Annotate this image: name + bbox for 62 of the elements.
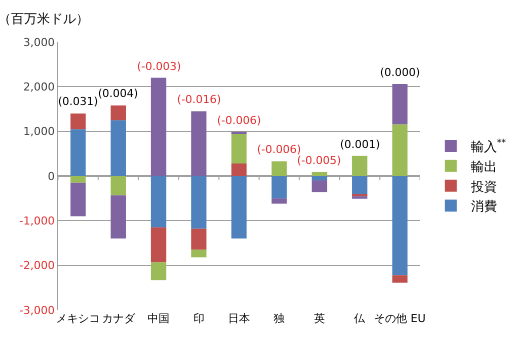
bar (70, 182, 86, 216)
bar (70, 113, 86, 130)
x-tick-label: 独 (274, 312, 285, 325)
legend-label: 輸出 (470, 160, 497, 175)
x-tick-label: 仏 (353, 312, 366, 325)
bar (312, 180, 328, 192)
y-tick-label: 3,000 (23, 36, 55, 49)
annotation: (-0.016) (177, 93, 222, 106)
bar (392, 84, 408, 124)
y-tick-label: 1,000 (23, 125, 55, 138)
bar (70, 129, 86, 176)
x-tick-label: その他 EU (374, 312, 426, 325)
bar (272, 176, 287, 198)
bar (231, 176, 247, 239)
bar (110, 176, 126, 196)
bar (392, 275, 408, 283)
bar (110, 195, 126, 239)
bar (392, 176, 408, 276)
y-tick-label: -3,000 (19, 304, 55, 317)
bar (150, 262, 166, 280)
x-tick-label: 英 (314, 312, 325, 325)
bar (272, 198, 287, 204)
bar (272, 161, 287, 176)
bar (191, 176, 206, 229)
annotation: (-0.006) (217, 114, 262, 127)
annotation: (0.004) (98, 87, 138, 100)
x-tick-label: 日本 (228, 312, 250, 325)
bar (231, 163, 247, 176)
bar (191, 250, 206, 258)
legend-label: 輸入$^{**}$ (470, 138, 506, 156)
y-tick-label: 0 (48, 170, 55, 183)
y-tick-label: -1,000 (19, 214, 55, 228)
annotation: (-0.005) (297, 154, 342, 167)
y-tick-label: 2,000 (23, 80, 55, 94)
legend-label: 消費 (470, 200, 497, 215)
y-tick-label: -2,000 (19, 259, 55, 272)
annotation: (-0.006) (257, 143, 302, 156)
bar (70, 176, 86, 183)
legend-label: 投資 (470, 180, 497, 195)
bar (150, 78, 166, 176)
x-tick-label: カナダ (102, 312, 136, 325)
bar (231, 133, 247, 164)
bar (110, 120, 126, 176)
bar (150, 176, 166, 228)
annotation: (-0.003) (137, 60, 182, 73)
bar (150, 227, 166, 262)
bar (312, 176, 328, 180)
x-tick-label: 中国 (148, 312, 170, 325)
bar (191, 228, 206, 250)
bar (312, 172, 328, 176)
x-tick-label: 印 (193, 312, 204, 325)
x-tick-label: メキシコ (56, 312, 100, 325)
bar (352, 156, 368, 176)
bar (352, 176, 368, 195)
bar (110, 105, 126, 120)
bar (392, 124, 408, 176)
annotation: (0.031) (58, 95, 98, 108)
bar (352, 196, 368, 199)
annotation: (0.000) (380, 66, 420, 79)
bar (191, 111, 206, 176)
y-axis-title: （百万米ドル） (0, 12, 89, 27)
annotation: (0.001) (340, 138, 380, 151)
